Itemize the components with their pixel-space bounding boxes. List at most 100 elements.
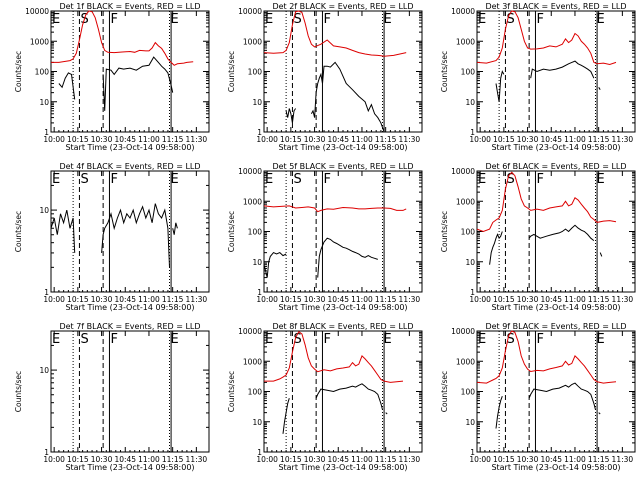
y-tick-label: 10000 bbox=[25, 7, 49, 16]
plot-frame bbox=[476, 330, 636, 453]
marker-E: E bbox=[384, 172, 392, 187]
x-tick-label: 11:30 bbox=[612, 295, 634, 304]
panel-title: Det 8f BLACK = Events, RED = LLD bbox=[272, 322, 413, 331]
y-axis-label: Counts/sec bbox=[14, 211, 23, 252]
x-tick-label: 11:00 bbox=[138, 455, 160, 464]
x-tick-label: 11:15 bbox=[588, 455, 610, 464]
y-tick-label: 10 bbox=[252, 98, 262, 107]
y-tick-label: 100 bbox=[35, 68, 50, 77]
y-axis-label: Counts/sec bbox=[227, 211, 236, 252]
y-tick-label: 100 bbox=[461, 228, 476, 237]
y-tick-label: 1000 bbox=[243, 37, 262, 46]
x-tick-label: 10:00 bbox=[256, 295, 278, 304]
y-tick-label: 10 bbox=[465, 418, 475, 427]
series-black bbox=[50, 203, 178, 268]
x-axis-label: Start Time (23-Oct-14 09:58:00) bbox=[491, 463, 620, 472]
x-tick-label: 10:45 bbox=[327, 455, 349, 464]
plot-frame bbox=[476, 10, 636, 133]
y-tick-label: 10000 bbox=[238, 7, 262, 16]
y-axis-label: Counts/sec bbox=[440, 371, 449, 412]
panel-8: Det 8f BLACK = Events, RED = LLD 1 10 100 10… bbox=[227, 322, 423, 472]
y-tick-label: 1000 bbox=[243, 197, 262, 206]
plot-frame bbox=[263, 10, 423, 133]
x-tick-label: 10:15 bbox=[280, 135, 302, 144]
marker-S: S bbox=[80, 332, 88, 347]
y-tick-label: 100 bbox=[461, 68, 476, 77]
x-tick-label: 10:15 bbox=[280, 455, 302, 464]
x-tick-label: 11:15 bbox=[375, 135, 397, 144]
x-tick-label: 11:00 bbox=[138, 295, 160, 304]
panel-1: Det 1f BLACK = Events, RED = LLD 1 10 100 10… bbox=[14, 2, 210, 152]
x-tick-label: 11:30 bbox=[186, 455, 208, 464]
plot-frame bbox=[263, 330, 423, 453]
marker-S: S bbox=[506, 332, 514, 347]
marker-S: S bbox=[506, 172, 514, 187]
panel-6: Det 6f BLACK = Events, RED = LLD 1 10 100 10… bbox=[440, 162, 636, 312]
panel-title: Det 9f BLACK = Events, RED = LLD bbox=[485, 322, 626, 331]
x-tick-label: 10:45 bbox=[540, 295, 562, 304]
plot-frame bbox=[263, 170, 423, 293]
marker-E: E bbox=[265, 12, 273, 27]
marker-E: E bbox=[478, 172, 486, 187]
marker-E: E bbox=[52, 332, 60, 347]
x-tick-label: 10:45 bbox=[114, 295, 136, 304]
panel-title: Det 7f BLACK = Events, RED = LLD bbox=[59, 322, 200, 331]
x-tick-label: 11:00 bbox=[351, 135, 373, 144]
panel-title: Det 3f BLACK = Events, RED = LLD bbox=[485, 2, 626, 11]
x-tick-label: 10:00 bbox=[256, 455, 278, 464]
series-red bbox=[263, 205, 407, 213]
x-tick-label: 10:30 bbox=[517, 295, 539, 304]
x-tick-label: 10:15 bbox=[67, 295, 89, 304]
marker-E: E bbox=[171, 332, 179, 347]
marker-E: E bbox=[52, 172, 60, 187]
marker-E: E bbox=[52, 12, 60, 27]
marker-E: E bbox=[597, 172, 605, 187]
x-tick-label: 11:00 bbox=[351, 295, 373, 304]
x-axis-label: Start Time (23-Oct-14 09:58:00) bbox=[65, 463, 194, 472]
y-tick-label: 1000 bbox=[456, 197, 475, 206]
y-tick-label: 100 bbox=[248, 388, 263, 397]
x-tick-label: 10:45 bbox=[327, 295, 349, 304]
series-red bbox=[263, 10, 407, 57]
y-tick-label: 10000 bbox=[451, 7, 475, 16]
marker-F: F bbox=[536, 172, 543, 187]
y-tick-label: 10000 bbox=[451, 167, 475, 176]
x-tick-label: 10:45 bbox=[540, 455, 562, 464]
y-tick-label: 10 bbox=[465, 258, 475, 267]
y-tick-label: 100 bbox=[248, 228, 263, 237]
x-tick-label: 10:45 bbox=[327, 135, 349, 144]
y-tick-label: 1 bbox=[470, 448, 475, 457]
x-axis-label: Start Time (23-Oct-14 09:58:00) bbox=[491, 303, 620, 312]
marker-F: F bbox=[110, 332, 117, 347]
y-tick-label: 10 bbox=[39, 366, 49, 375]
x-tick-label: 11:00 bbox=[564, 455, 586, 464]
marker-S: S bbox=[506, 12, 514, 27]
x-tick-label: 11:00 bbox=[564, 135, 586, 144]
x-tick-label: 11:00 bbox=[351, 455, 373, 464]
x-tick-label: 11:15 bbox=[162, 295, 184, 304]
x-tick-label: 10:45 bbox=[540, 135, 562, 144]
x-tick-label: 11:30 bbox=[399, 295, 421, 304]
y-tick-label: 1 bbox=[257, 288, 262, 297]
marker-F: F bbox=[323, 172, 330, 187]
panel-title: Det 5f BLACK = Events, RED = LLD bbox=[272, 162, 413, 171]
x-tick-label: 11:30 bbox=[186, 135, 208, 144]
series-red bbox=[264, 330, 404, 383]
marker-E: E bbox=[171, 172, 179, 187]
x-tick-label: 11:15 bbox=[162, 455, 184, 464]
x-axis-label: Start Time (23-Oct-14 09:58:00) bbox=[491, 143, 620, 152]
panel-title: Det 6f BLACK = Events, RED = LLD bbox=[485, 162, 626, 171]
series-red bbox=[476, 171, 617, 233]
y-tick-label: 10 bbox=[252, 418, 262, 427]
x-tick-label: 10:30 bbox=[91, 295, 113, 304]
y-axis-label: Counts/sec bbox=[227, 51, 236, 92]
marker-S: S bbox=[293, 332, 301, 347]
marker-E: E bbox=[478, 332, 486, 347]
x-tick-label: 10:00 bbox=[256, 135, 278, 144]
series-black bbox=[489, 224, 603, 265]
x-tick-label: 10:30 bbox=[304, 295, 326, 304]
marker-E: E bbox=[597, 332, 605, 347]
marker-E: E bbox=[265, 332, 273, 347]
x-tick-label: 10:30 bbox=[517, 455, 539, 464]
marker-F: F bbox=[110, 12, 117, 27]
